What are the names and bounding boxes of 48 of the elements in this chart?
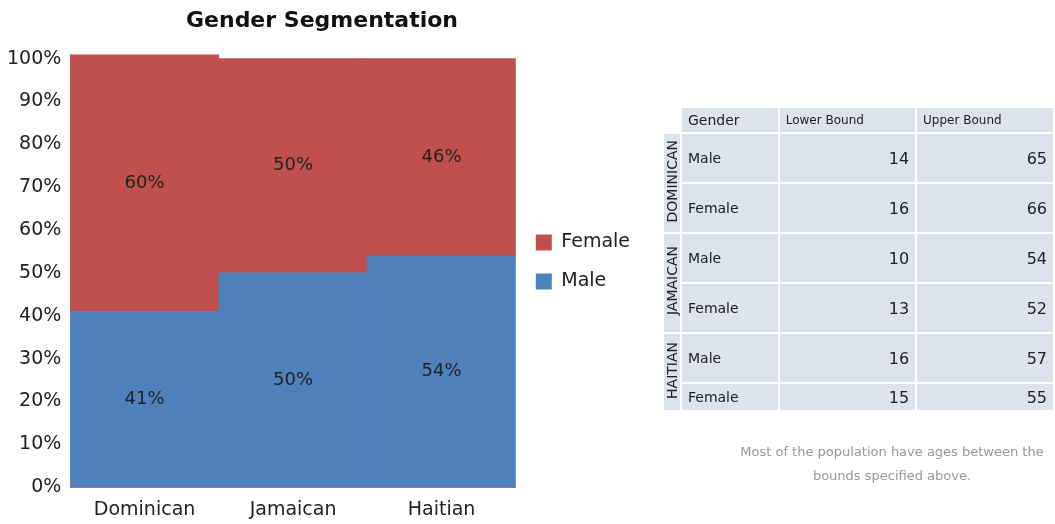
category-label: DOMINICAN (664, 139, 680, 223)
text: 65 (1026, 148, 1047, 168)
data-label: 50% (273, 367, 314, 389)
text: 54 (1026, 248, 1047, 268)
category-label: Female (688, 200, 739, 216)
text: Gender (681, 107, 779, 133)
x-tick-label: Haitian (407, 496, 476, 519)
category-label: Female (688, 389, 739, 405)
y-tick-label: 40% (19, 302, 62, 325)
data-label: 46% (421, 144, 462, 166)
text: Most of the population have ages between the bounds specified above. (739, 443, 1045, 485)
y-tick-label: 20% (19, 388, 62, 411)
category-label: Male (688, 350, 722, 366)
text: 55 (1026, 387, 1047, 407)
y-tick-label: 80% (19, 131, 62, 154)
data-label: 60% (124, 170, 165, 192)
text: 14 (888, 148, 910, 168)
text: 13 (888, 298, 910, 318)
category-label: Upper Bound (916, 107, 1054, 133)
text: 57 (1026, 348, 1047, 368)
y-tick-label: 50% (19, 259, 62, 282)
y-tick-label: 30% (19, 345, 62, 368)
y-tick-label: 90% (19, 88, 62, 111)
y-tick-label: 0% (31, 474, 62, 497)
data-label: 41% (124, 387, 165, 409)
y-tick-label: 100% (6, 45, 62, 68)
category-label: Female (688, 300, 739, 316)
y-tick-label: 10% (19, 431, 62, 454)
data-label: 54% (421, 359, 462, 381)
text: 10 (888, 248, 910, 268)
text: 15 (888, 387, 910, 407)
category-label: Male (688, 150, 722, 166)
text: 16 (888, 198, 910, 218)
text: 16 (888, 348, 910, 368)
y-tick-label: 60% (19, 217, 62, 240)
category-label: JAMAICAN (664, 246, 680, 316)
x-tick-label: Jamaican (248, 496, 337, 519)
category-label: Male (688, 250, 722, 266)
y-tick-label: 70% (19, 174, 62, 197)
text: 52 (1026, 298, 1047, 318)
category-label: HAITIAN (664, 341, 680, 399)
x-tick-label: Dominican (93, 496, 196, 519)
data-label: 50% (273, 153, 314, 175)
chart-title: Gender Segmentation (185, 6, 459, 32)
legend-label: Male (561, 268, 607, 291)
category-label: Lower Bound (778, 107, 917, 133)
text: 66 (1026, 198, 1047, 218)
legend-label: Female (561, 229, 630, 252)
